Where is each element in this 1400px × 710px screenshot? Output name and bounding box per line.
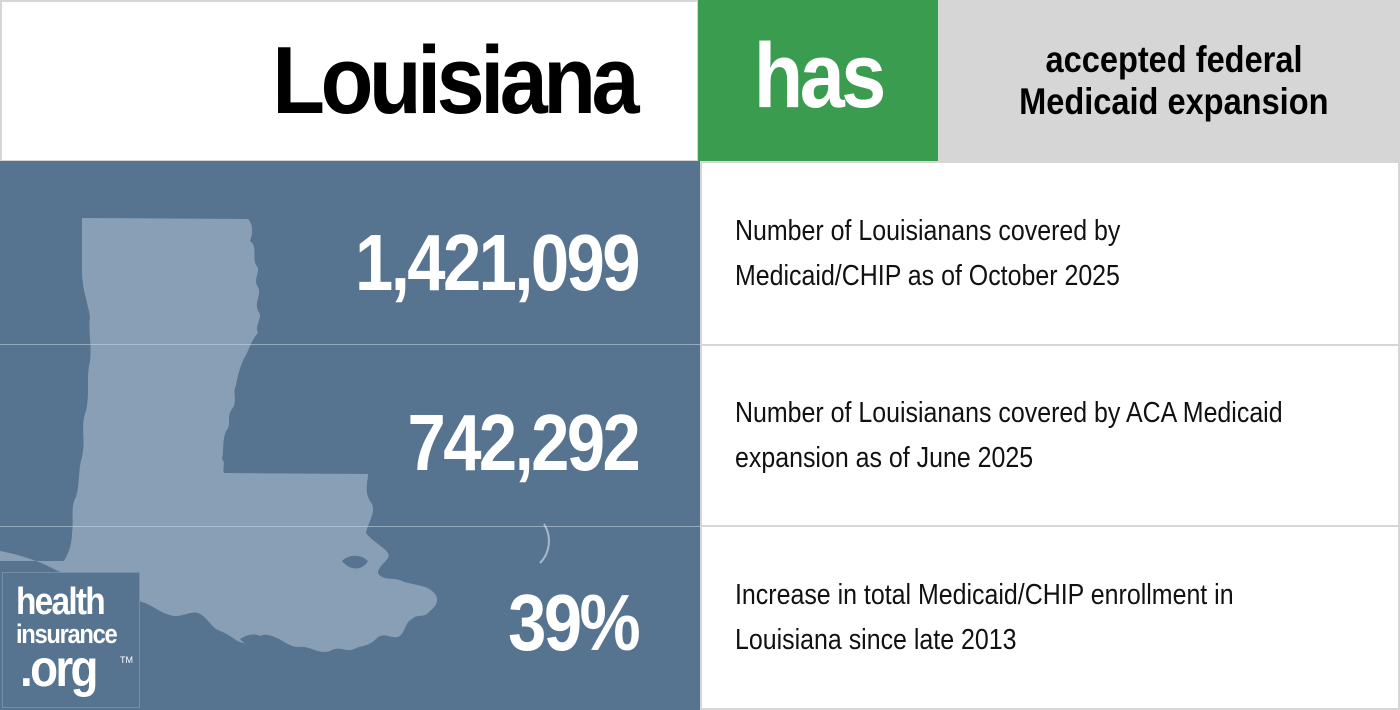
expansion-description-line2: Medicaid expansion <box>1019 80 1329 122</box>
stat-description-aca-expansion: Number of Louisianans covered by ACA Med… <box>735 396 1283 474</box>
expansion-status-badge: has <box>698 0 938 161</box>
stat-description-medicaid-chip: Number of Louisianans covered by Medicai… <box>735 214 1121 292</box>
stats-descriptions-panel: Number of Louisianans covered by Medicai… <box>700 161 1400 710</box>
stat-enrollment-increase: 39% <box>508 578 641 667</box>
stat-aca-expansion-enrollment: 742,292 <box>407 398 640 487</box>
state-name: Louisiana <box>272 27 639 134</box>
expansion-description-box: accepted federal Medicaid expansion <box>938 0 1400 161</box>
logo-line2: insurance <box>16 619 118 649</box>
logo-trademark: TM <box>120 655 133 665</box>
healthinsurance-org-logo: health insurance .org TM <box>2 572 140 708</box>
expansion-status: has <box>753 24 886 127</box>
stat-medicaid-chip-enrollment: 1,421,099 <box>355 218 640 307</box>
stat-description-enrollment-increase: Increase in total Medicaid/CHIP enrollme… <box>735 578 1234 656</box>
state-name-box: Louisiana <box>2 2 697 160</box>
row-divider <box>0 526 700 527</box>
stat-description-row: Number of Louisianans covered by ACA Med… <box>702 346 1398 525</box>
stat-description-row: Increase in total Medicaid/CHIP enrollme… <box>702 527 1398 708</box>
row-divider <box>0 344 700 345</box>
logo-line3: .org <box>20 640 99 698</box>
expansion-description-line1: accepted federal <box>1045 38 1303 80</box>
stat-description-row: Number of Louisianans covered by Medicai… <box>702 163 1398 344</box>
logo-line1: health <box>16 581 106 623</box>
